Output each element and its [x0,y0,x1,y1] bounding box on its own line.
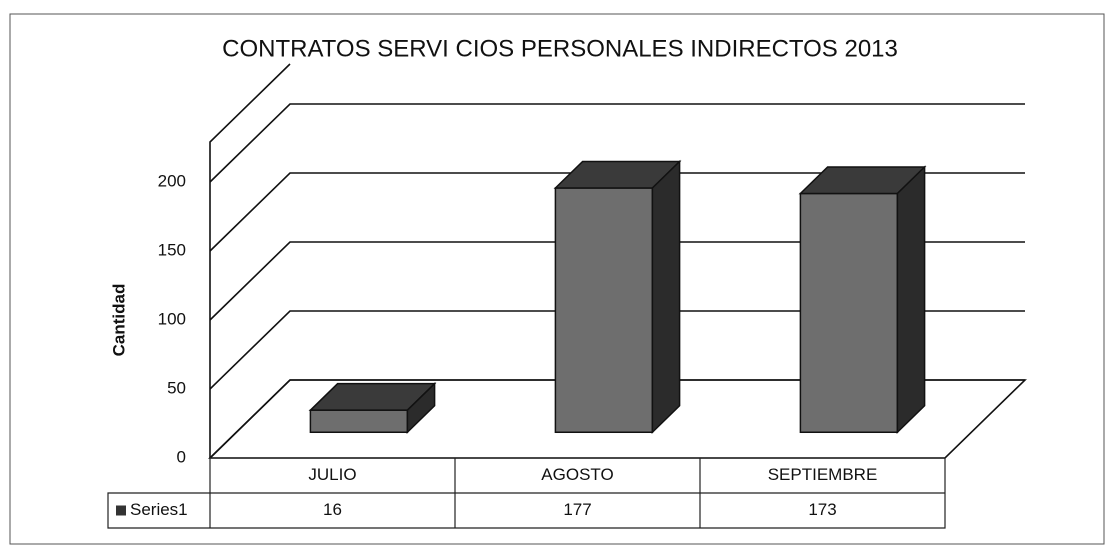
legend-label: Series1 [130,500,188,519]
bar-front [799,192,899,434]
x-tick-label: SEPTIEMBRE [768,465,878,484]
bar-side [406,381,436,435]
grid-line [209,310,1025,390]
bar-front [309,409,409,434]
grid-line [209,103,1025,183]
y-tick-label: 0 [177,447,186,466]
bar-front [554,187,654,434]
table-value: 16 [323,500,342,519]
table-value: 177 [563,500,591,519]
legend-key [116,505,126,516]
y-tick-label: 50 [167,378,186,397]
grid-line [209,241,1025,321]
table-border [107,457,946,529]
bar-side [896,165,926,435]
x-tick-label: JULIO [308,465,356,484]
y-tick-label: 150 [158,240,186,259]
y-tick-label: 100 [158,309,186,328]
x-tick-label: AGOSTO [541,465,613,484]
bar-side [651,159,681,435]
table-value: 173 [808,500,836,519]
chart-title: CONTRATOS SERVI CIOS PERSONALES INDIRECT… [222,35,898,62]
grid-line [209,379,1025,459]
chart-frame [9,13,1105,545]
y-tick-label: 200 [158,171,186,190]
grid-line [209,172,1025,252]
y-axis-label: Cantidad [109,284,128,357]
side-wall [209,63,291,458]
